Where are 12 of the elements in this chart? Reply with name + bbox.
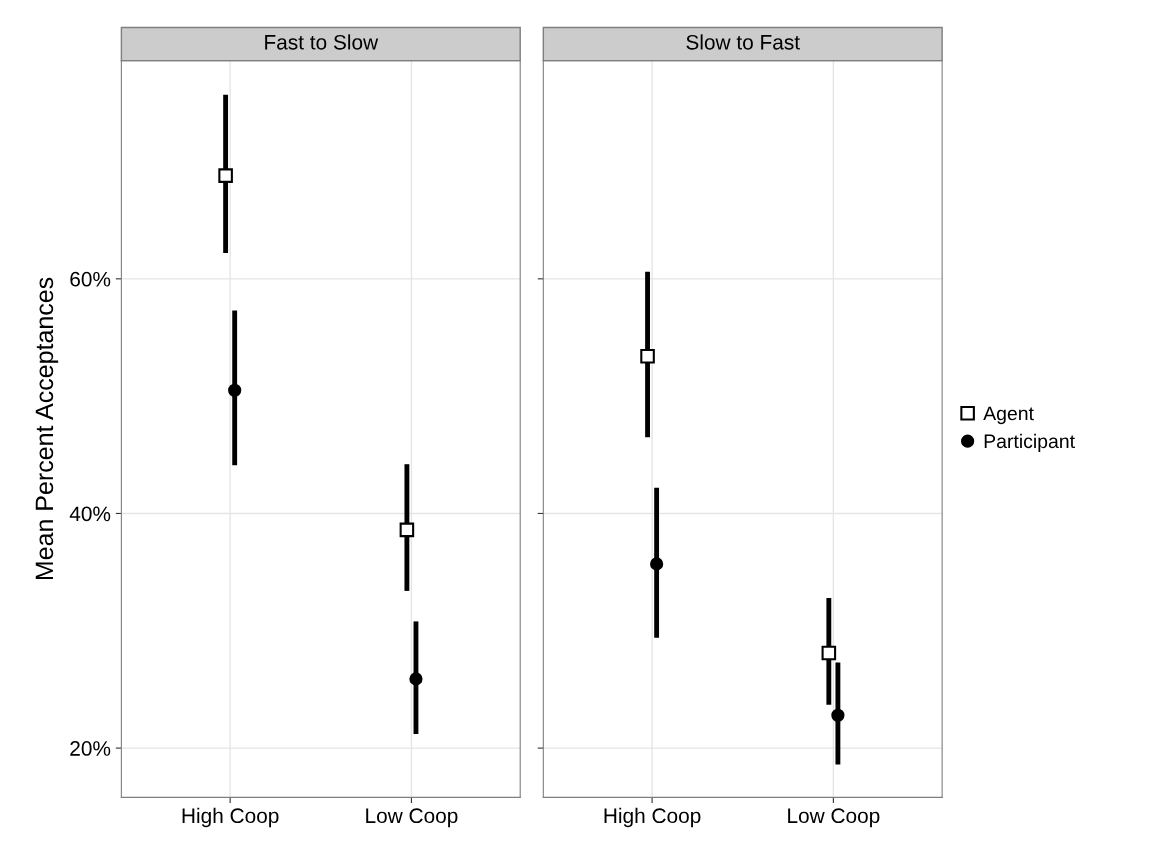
- x-tick-label: Low Coop: [366, 808, 458, 828]
- chart-title: Slow to Fast: [686, 34, 800, 50]
- x-tick-label: Low Coop: [788, 808, 880, 828]
- legend-label: Agent: [983, 406, 1034, 425]
- legend-label: Participant: [984, 433, 1075, 452]
- y-axis-title: Mean Percent Acceptances: [35, 277, 59, 580]
- x-tick-label: High Coop: [604, 807, 701, 828]
- y-tick-label: 60%: [70, 271, 111, 287]
- y-tick-label: 40%: [69, 506, 111, 522]
- y-tick-label: 20%: [70, 741, 111, 756]
- x-tick-label: High Coop: [182, 807, 279, 828]
- chart-title: Fast to Slow: [265, 34, 379, 50]
